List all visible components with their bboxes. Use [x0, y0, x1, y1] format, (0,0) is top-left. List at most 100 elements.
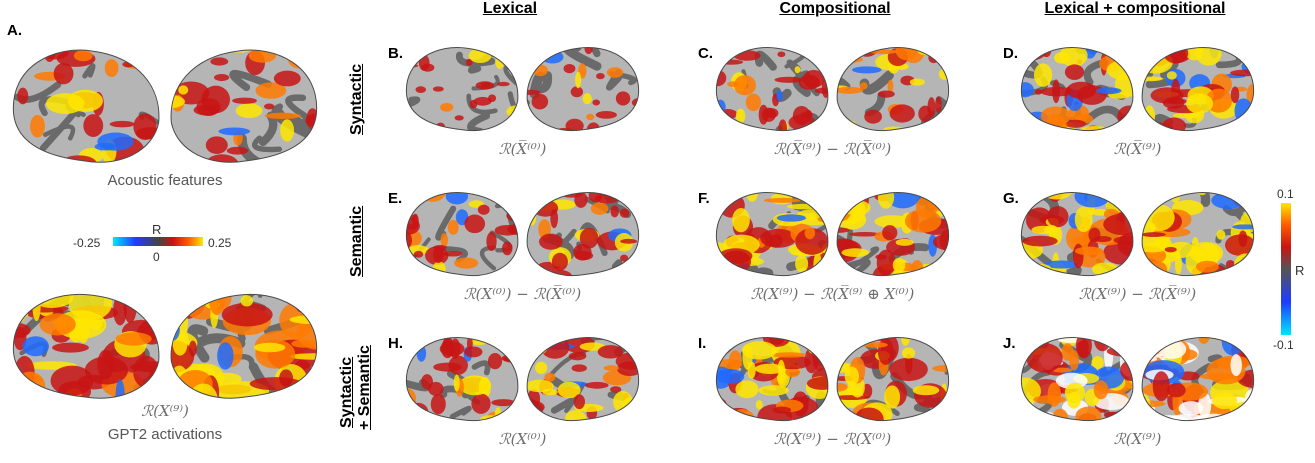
activation-blob [1093, 235, 1112, 243]
activation-blob [533, 341, 548, 354]
activation-blob [837, 195, 853, 222]
activation-blob [453, 374, 460, 392]
activation-blob [1091, 356, 1104, 369]
activation-blob [624, 337, 639, 347]
activation-blob [1147, 261, 1168, 276]
activation-blob [852, 66, 882, 74]
activation-blob [718, 59, 744, 65]
activation-blob [1075, 337, 1092, 359]
activation-blob [432, 86, 444, 92]
activation-blob [486, 231, 497, 252]
activation-blob [406, 230, 413, 250]
activation-blob [1174, 253, 1183, 275]
activation-blob [495, 54, 505, 69]
activation-blob [296, 300, 309, 313]
activation-blob [1211, 192, 1246, 210]
formula-i: ℛ(X⁽⁹⁾) − ℛ(X⁽⁰⁾) [773, 430, 892, 448]
activation-blob [531, 93, 549, 110]
activation-blob [269, 392, 308, 398]
activation-blob [535, 361, 548, 375]
activation-blob [877, 90, 895, 98]
sulcus [1142, 337, 1149, 360]
activation-blob [895, 47, 918, 61]
activation-blob [1212, 392, 1238, 410]
activation-blob [30, 114, 45, 138]
activation-blob [1117, 105, 1133, 128]
activation-blob [1167, 241, 1196, 259]
activation-blob [22, 336, 49, 357]
colorbar-a-min: -0.25 [73, 236, 101, 250]
activation-blob [884, 385, 901, 409]
activation-blob [432, 246, 444, 264]
activation-blob [1142, 192, 1155, 195]
activation-blob [763, 197, 801, 203]
activation-blob [584, 47, 593, 55]
activation-blob [849, 231, 881, 237]
activation-blob [1152, 371, 1170, 402]
activation-blob [859, 82, 868, 90]
panel-letter-i: I. [698, 335, 707, 352]
activation-blob [841, 248, 870, 257]
colorbar-a-mid: 0 [153, 250, 160, 264]
activation-blob [1064, 64, 1085, 80]
activation-blob [1142, 76, 1163, 82]
activation-blob [716, 192, 726, 212]
sulcus [844, 258, 871, 276]
activation-blob [851, 47, 871, 53]
activation-blob [1167, 382, 1186, 398]
sulcus [527, 79, 530, 106]
activation-blob [282, 152, 298, 163]
activation-blob [941, 264, 949, 276]
activation-blob [1195, 47, 1222, 66]
activation-blob [1230, 86, 1240, 104]
formula-f: ℛ(X⁽⁹⁾) − ℛ(X̅⁽⁹⁾ ⊕ X⁽⁰⁾) [750, 285, 915, 303]
sulcus [187, 324, 210, 363]
sulcus [1049, 266, 1082, 276]
activation-blob [291, 339, 316, 348]
activation-blob [716, 340, 734, 350]
activation-blob [30, 294, 74, 308]
activation-blob [1117, 232, 1133, 257]
activation-blob [1033, 395, 1066, 404]
activation-blob [1069, 350, 1079, 371]
activation-blob [416, 345, 427, 362]
activation-blob [1168, 414, 1206, 421]
formula-gpt2: ℛ(X⁽⁹⁾) [141, 402, 189, 420]
activation-blob [406, 47, 424, 60]
activation-blob [177, 50, 212, 63]
activation-blob [506, 209, 518, 222]
activation-blob [573, 394, 585, 410]
sulcus [837, 76, 851, 106]
activation-blob [1234, 98, 1253, 124]
activation-blob [747, 361, 756, 379]
activation-blob [586, 122, 601, 131]
formula-h: ℛ(X⁽⁰⁾) [498, 430, 547, 448]
activation-blob [253, 342, 286, 353]
activation-blob [563, 63, 576, 74]
panel-letter-a: A. [7, 22, 22, 39]
activation-blob [1052, 367, 1073, 373]
activation-blob [289, 353, 317, 360]
activation-blob [507, 223, 518, 236]
activation-blob [178, 85, 189, 95]
panel-letter-c: C. [698, 45, 713, 62]
activation-blob [941, 399, 949, 421]
activation-blob [454, 115, 464, 121]
sulcus [1153, 113, 1174, 131]
activation-blob [716, 359, 743, 370]
activation-blob [1035, 89, 1043, 95]
sulcus [531, 47, 571, 53]
activation-blob [551, 252, 568, 271]
activation-blob [214, 74, 230, 82]
activation-blob [542, 388, 558, 396]
activation-blob [625, 265, 639, 276]
activation-blob [477, 204, 490, 215]
activation-blob [1198, 192, 1207, 196]
activation-blob [1164, 246, 1177, 253]
activation-blob [410, 214, 418, 222]
hemisphere-outline [1021, 46, 1134, 132]
sulcus [815, 339, 828, 366]
activation-blob [210, 57, 229, 66]
activation-blob [83, 114, 104, 138]
activation-blob [864, 109, 883, 124]
